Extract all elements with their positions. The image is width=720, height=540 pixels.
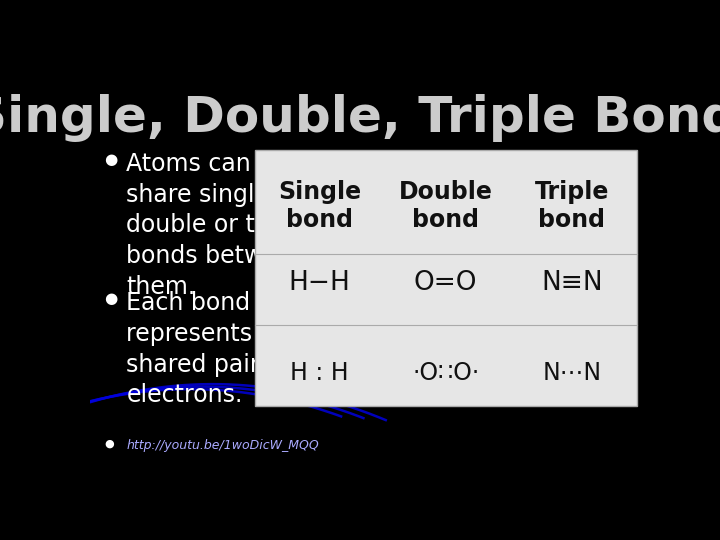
Text: Single, Double, Triple Bonds: Single, Double, Triple Bonds (0, 94, 720, 142)
Text: Triple
bond: Triple bond (535, 180, 609, 232)
Text: Atoms can
share single
double or triple
bonds between
them.: Atoms can share single double or triple … (126, 152, 307, 299)
Text: ●: ● (104, 439, 114, 449)
Text: ·O∷O·: ·O∷O· (412, 361, 480, 384)
Text: http://youtu.be/1woDicW_MQQ: http://youtu.be/1woDicW_MQQ (126, 439, 319, 452)
Text: Single
bond: Single bond (278, 180, 361, 232)
Text: ●: ● (104, 292, 117, 306)
Text: N≡N: N≡N (541, 270, 603, 296)
Text: ●: ● (104, 152, 117, 167)
Text: Double
bond: Double bond (399, 180, 492, 232)
Text: H : H: H : H (290, 361, 349, 384)
Text: N⋯N: N⋯N (542, 361, 601, 384)
Text: O=O: O=O (414, 270, 477, 296)
FancyBboxPatch shape (255, 150, 637, 406)
Text: Each bond
represents a
shared pair of
electrons.: Each bond represents a shared pair of el… (126, 292, 290, 407)
Text: H−H: H−H (289, 270, 351, 296)
